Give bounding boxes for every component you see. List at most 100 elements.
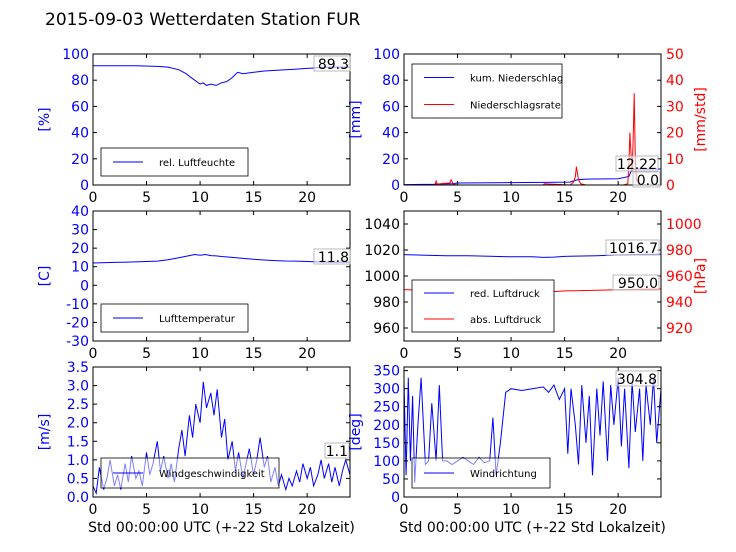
y-tick-label: 0	[391, 178, 400, 194]
x-tick-label: 0	[89, 502, 98, 518]
annotation-box	[313, 248, 351, 265]
y-tick-label: 40	[382, 126, 400, 142]
x-tick-label: 0	[89, 190, 98, 206]
series-line-right-precip-0	[404, 93, 661, 185]
y-axis-label: [m/s]	[37, 414, 53, 451]
legend-label: rel. Luftfeuchte	[159, 158, 235, 169]
y-tick-label: -20	[66, 315, 89, 331]
y2-tick-label: 20	[666, 126, 684, 142]
y-axis-label: [C]	[37, 266, 53, 287]
y2-tick-label: 960	[666, 269, 693, 285]
y-tick-label: 0.0	[67, 490, 89, 506]
x-tick-label: 5	[142, 346, 151, 362]
annotation-value: 1.1	[326, 444, 348, 460]
legend-label: Niederschlagsrate	[470, 101, 561, 112]
y-tick-label: 350	[373, 364, 400, 380]
x-tick-label: 15	[556, 190, 574, 206]
y-tick-label: 250	[373, 400, 400, 416]
x-tick-label: 20	[609, 346, 627, 362]
pressure-panel: 0 5 10 15 20 960 980 1000 1020 1040 920 940 960 980 10…	[364, 210, 709, 362]
y2-tick-label: 50	[666, 47, 684, 63]
y-tick-label: 1.5	[67, 434, 89, 450]
y-tick-label: 0	[391, 490, 400, 506]
y-axis-label: [%]	[37, 107, 53, 131]
y2-tick-label: 1000	[666, 217, 702, 233]
y2-tick-label: 920	[666, 321, 693, 337]
x-tick-label: 0	[400, 346, 409, 362]
annotation-box	[313, 55, 351, 72]
y-tick-label: 20	[71, 152, 89, 168]
series-line-winddir-0	[404, 377, 661, 483]
annotation-value: 304.8	[617, 372, 657, 388]
x-tick-label: 0	[89, 346, 98, 362]
y-tick-label: 10	[71, 260, 89, 276]
y-tick-label: 2.0	[67, 416, 89, 432]
axes-frame	[92, 210, 351, 342]
y2-tick-label: 30	[666, 99, 684, 115]
x-tick-label: 20	[609, 502, 627, 518]
x-tick-label: 5	[453, 190, 462, 206]
y-tick-label: -30	[66, 334, 89, 350]
x-tick-label: 5	[453, 502, 462, 518]
axes-frame	[92, 53, 351, 186]
y2-tick-label: 0	[666, 178, 675, 194]
precipitation-panel: 0 5 10 15 20 0 20 40 60 80 100 0 10 20 30 40 50 [mm] [mm/s…	[348, 47, 709, 206]
annotation-box	[632, 171, 661, 188]
y2-axis-label: [hPa]	[693, 258, 709, 294]
y-tick-label: 980	[373, 295, 400, 311]
legend-box	[411, 279, 555, 333]
y-tick-label: 20	[71, 241, 89, 257]
y-tick-label: 3.0	[67, 379, 89, 395]
x-tick-label: 15	[556, 502, 574, 518]
y-tick-label: 1000	[364, 269, 400, 285]
y-tick-label: 1.0	[67, 453, 89, 469]
y-tick-label: -10	[66, 297, 89, 313]
legend-label: Lufttemperatur	[159, 314, 236, 325]
y-tick-label: 40	[71, 204, 89, 220]
x-tick-label: 10	[502, 190, 520, 206]
x-tick-label: 20	[609, 190, 627, 206]
x-tick-label: 20	[298, 346, 316, 362]
y-tick-label: 80	[71, 73, 89, 89]
annotation-value: 1016.7	[609, 241, 658, 257]
y-axis-label: [mm]	[348, 100, 364, 138]
annotation-box	[615, 370, 659, 387]
legend-box	[411, 63, 563, 119]
axes-frame	[92, 366, 351, 498]
y2-tick-label: 10	[666, 152, 684, 168]
legend-label: Windgeschwindigkeit	[159, 469, 265, 480]
y-tick-label: 200	[373, 418, 400, 434]
annotation-box	[605, 239, 660, 256]
x-tick-label: 5	[142, 502, 151, 518]
y-tick-label: 0	[80, 278, 89, 294]
figure-title: 2015-09-03 Wetterdaten Station FUR	[45, 10, 361, 30]
y-tick-label: 60	[382, 99, 400, 115]
x-tick-label: 10	[191, 346, 209, 362]
x-tick-label: 10	[502, 502, 520, 518]
x-tick-label: 20	[298, 190, 316, 206]
x-axis-label: Std 00:00:00 UTC (+-22 Std Lokalzeit)	[399, 520, 666, 536]
x-tick-label: 15	[556, 346, 574, 362]
series-line-humidity-0	[93, 65, 350, 86]
y-tick-label: 150	[373, 436, 400, 452]
x-tick-label: 10	[502, 346, 520, 362]
legend-label: red. Luftdruck	[470, 289, 540, 300]
series-line-temperature-0	[93, 253, 350, 264]
y-axis-label: [deg]	[348, 413, 364, 450]
x-tick-label: 5	[142, 190, 151, 206]
annotation-box	[324, 442, 350, 459]
x-tick-label: 10	[191, 190, 209, 206]
y-tick-label: 40	[71, 126, 89, 142]
y-tick-label: 3.5	[67, 360, 89, 376]
legend-label: Windrichtung	[470, 469, 537, 480]
y-tick-label: 960	[373, 321, 400, 337]
humidity-panel: 0 5 10 15 20 0 20 40 60 80 100 [%] rel. Luftfeuchte 8…	[37, 47, 351, 206]
x-axis-label: Std 00:00:00 UTC (+-22 Std Lokalzeit)	[88, 520, 355, 536]
legend-label: kum. Niederschlag	[470, 74, 563, 85]
x-tick-label: 20	[298, 502, 316, 518]
y2-tick-label: 40	[666, 73, 684, 89]
annotation-box	[612, 274, 660, 291]
x-tick-label: 10	[191, 502, 209, 518]
